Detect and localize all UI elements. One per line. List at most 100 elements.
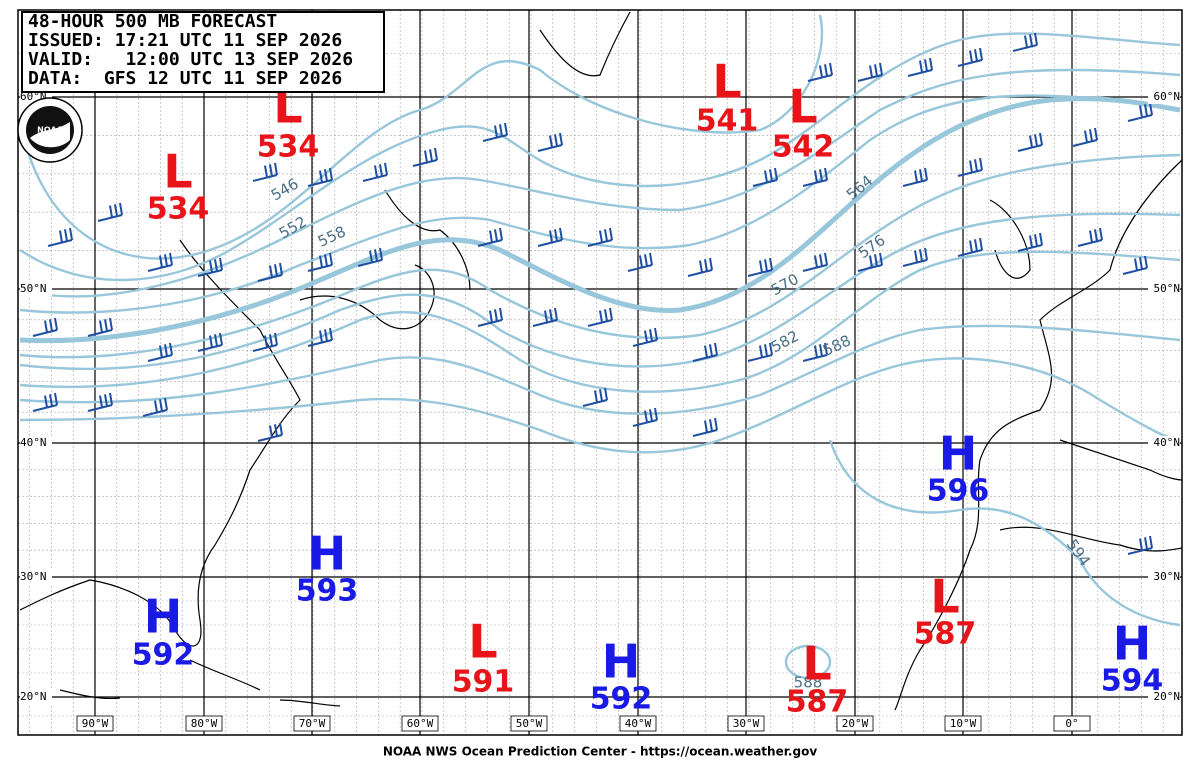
barb-tick [269, 164, 273, 177]
center-letter: L [930, 570, 959, 624]
barb-tick [1039, 232, 1043, 246]
wind-barb [902, 247, 928, 267]
barb-stem [1127, 114, 1153, 122]
barb-stem [857, 74, 883, 82]
label-box [76, 715, 114, 732]
barb-tick [279, 422, 283, 436]
wind-barb [1127, 535, 1153, 555]
center-letter: L [802, 637, 831, 691]
barb-tick [759, 345, 763, 358]
wind-barb [307, 327, 333, 347]
barb-tick [489, 230, 493, 243]
center-letter: L [468, 615, 497, 669]
barb-tick [54, 392, 58, 406]
barb-tick [1039, 132, 1043, 146]
wind-barb [802, 342, 828, 362]
wind-barb [692, 417, 718, 437]
header-line: VALID: 12:00 UTC 13 SEP 2026 [28, 49, 353, 70]
label-box [401, 715, 439, 732]
label-box [1148, 436, 1180, 450]
barb-tick [1029, 235, 1033, 248]
barb-tick [769, 257, 773, 271]
barb-stem [147, 264, 173, 272]
barb-tick [969, 240, 973, 253]
height-contours [18, 14, 1181, 680]
wind-barb [257, 422, 283, 442]
barb-tick [599, 230, 603, 243]
longitude-label: 40°W [625, 717, 652, 730]
barb-tick [369, 250, 373, 263]
barb-tick [494, 309, 498, 322]
label-box [1053, 715, 1091, 732]
barb-tick [1089, 230, 1093, 243]
wind-barb [412, 147, 438, 167]
wind-barb [1072, 127, 1098, 147]
barb-tick [219, 332, 223, 346]
contour-label: 588 [794, 674, 823, 692]
axis-labels: 60°N 60°N50°N 50°N40°N 40°N30°N 30°N20°N 20°N… [20, 90, 1180, 732]
barb-tick [319, 170, 323, 183]
header-background [21, 11, 385, 93]
barb-tick [329, 327, 333, 341]
barb-stem [307, 264, 333, 272]
contour [784, 644, 832, 680]
barb-tick [819, 344, 823, 357]
barb-tick [929, 57, 933, 71]
label-box [293, 715, 331, 732]
barb-tick [914, 250, 918, 263]
barb-stem [87, 329, 113, 337]
longitude-label: 20°W [842, 717, 869, 730]
center-value: 541 [696, 104, 759, 139]
barb-tick [704, 420, 708, 433]
barb-stem [582, 399, 608, 407]
barb-tick [49, 394, 53, 407]
barb-tick [1144, 537, 1148, 550]
barb-tick [169, 252, 173, 266]
barb-tick [979, 237, 983, 251]
wind-barb [902, 167, 928, 187]
center-value: 593 [296, 574, 359, 609]
barb-tick [104, 319, 108, 332]
barb-tick [499, 124, 503, 137]
barb-stem [692, 429, 718, 437]
barb-stem [1127, 547, 1153, 555]
wind-barb [87, 317, 113, 337]
barb-tick [604, 387, 608, 401]
barb-tick [54, 317, 58, 331]
wind-barb [632, 327, 658, 347]
barb-tick [1144, 255, 1148, 269]
label-box [185, 715, 223, 732]
barb-tick [384, 162, 388, 176]
barb-tick [969, 160, 973, 173]
barb-stem [752, 179, 778, 187]
barb-tick [609, 307, 613, 321]
barb-stem [687, 269, 713, 277]
barb-tick [879, 62, 883, 76]
barb-tick [549, 309, 553, 322]
barb-stem [1017, 244, 1043, 252]
label-box [727, 715, 765, 732]
wind-barb [197, 257, 223, 277]
label-box [20, 690, 52, 704]
wind-barb [907, 57, 933, 77]
header-line: DATA: GFS 12 UTC 11 SEP 2026 [28, 68, 342, 89]
barb-tick [159, 255, 163, 268]
barb-tick [44, 395, 48, 408]
barb-tick [164, 397, 168, 411]
barb-tick [554, 229, 558, 242]
barb-tick [1149, 102, 1153, 116]
label-box [1148, 90, 1180, 104]
wind-barb [252, 162, 278, 182]
barb-tick [644, 330, 648, 343]
barb-stem [957, 169, 983, 177]
longitude-label: 0° [1065, 717, 1078, 730]
barb-tick [759, 260, 763, 273]
barb-tick [554, 134, 558, 147]
barb-tick [1149, 535, 1153, 549]
center-value: 592 [590, 682, 653, 717]
barb-tick [114, 204, 118, 217]
barb-tick [654, 407, 658, 421]
barb-stem [482, 134, 508, 142]
barb-tick [559, 132, 563, 146]
